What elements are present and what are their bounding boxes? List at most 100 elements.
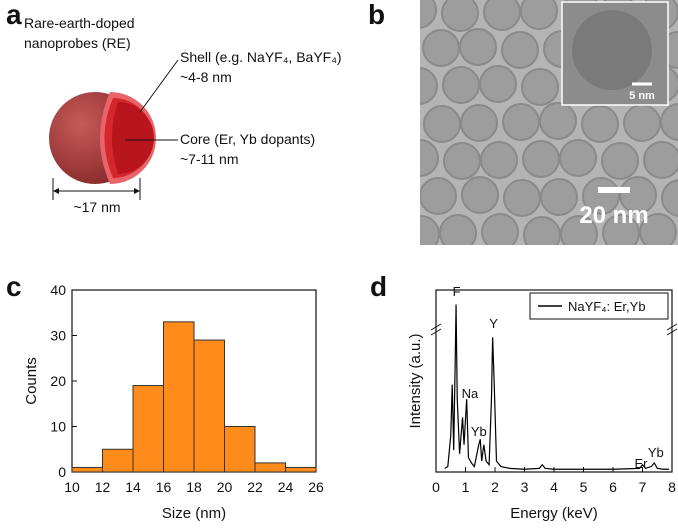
particle [502, 103, 540, 141]
x-axis-label: Energy (keV) [510, 505, 598, 522]
x-tick-label: 1 [462, 479, 470, 495]
particle [623, 104, 661, 142]
particle [581, 105, 619, 143]
y-axis-label: Counts [23, 357, 40, 405]
x-tick-label: 18 [186, 479, 202, 495]
particle [483, 0, 521, 31]
bar [132, 385, 164, 473]
y-axis-label: Intensity (a.u.) [407, 333, 424, 428]
particle [560, 215, 598, 245]
x-axis-label: Size (nm) [162, 505, 226, 522]
x-tick-label: 4 [550, 479, 558, 495]
core-label: Core (Er, Yb dopants) [180, 131, 315, 147]
y-tick-label: 10 [50, 419, 66, 435]
shell-label: Shell (e.g. NaYF₄, BaYF₄) [180, 49, 342, 65]
x-tick-label: 5 [580, 479, 588, 495]
x-tick-label: 26 [308, 479, 324, 495]
x-tick-label: 16 [156, 479, 172, 495]
x-tick-label: 2 [491, 479, 499, 495]
particle [540, 178, 578, 216]
legend-box [529, 292, 669, 320]
particle [442, 66, 480, 104]
scale-label: 20 nm [579, 202, 648, 229]
bar [224, 426, 256, 473]
particle [643, 141, 678, 179]
y-tick-label: 0 [58, 464, 66, 480]
bar [102, 448, 134, 473]
particle [459, 28, 497, 66]
x-tick-label: 8 [668, 479, 676, 495]
particle [420, 0, 437, 29]
peak-label: Er [635, 456, 649, 471]
particle [602, 214, 640, 245]
panel-label: c [6, 271, 22, 302]
core-size: ~7-11 nm [180, 151, 239, 167]
particle [420, 67, 438, 105]
x-tick-label: 14 [125, 479, 141, 495]
particle [439, 214, 477, 245]
bar [163, 321, 195, 473]
x-tick-label: 3 [521, 479, 529, 495]
x-tick-label: 12 [95, 479, 111, 495]
particle [601, 142, 639, 180]
particle [501, 31, 539, 69]
particle [420, 177, 457, 215]
particle [461, 176, 499, 214]
axis-break [430, 323, 678, 336]
particle [479, 65, 517, 103]
nanoprobe-diagram [49, 59, 179, 200]
particle [660, 103, 678, 141]
particle [539, 102, 577, 140]
y-tick-label: 30 [50, 328, 66, 344]
x-tick-label: 22 [247, 479, 263, 495]
x-tick-label: 24 [278, 479, 294, 495]
inset-particle [572, 10, 652, 90]
peak-label: F [453, 284, 461, 299]
particle [661, 179, 678, 217]
diameter-label: ~17 nm [73, 199, 120, 215]
particle [522, 140, 560, 178]
bar [254, 462, 286, 473]
y-tick-label: 20 [50, 373, 66, 389]
particle [523, 216, 561, 245]
y-tick-label: 40 [50, 282, 66, 298]
particle [423, 105, 461, 143]
panel-label: d [370, 271, 387, 302]
particle [420, 215, 440, 245]
diagram-title: Rare-earth-doped [24, 15, 135, 31]
particle [443, 142, 481, 180]
particle [520, 0, 558, 30]
particle [480, 141, 518, 179]
particle [503, 179, 541, 217]
particle [460, 104, 498, 142]
particle [639, 213, 677, 245]
x-tick-label: 7 [639, 479, 647, 495]
panel-label: b [368, 0, 385, 30]
spectrum-line [444, 304, 670, 470]
particle [521, 68, 559, 106]
bar [71, 466, 103, 473]
x-tick-label: 20 [217, 479, 233, 495]
particle [481, 213, 519, 245]
particle [420, 139, 439, 177]
particle [422, 29, 460, 67]
x-tick-label: 6 [609, 479, 617, 495]
x-tick-label: 0 [432, 479, 440, 495]
particle [559, 139, 597, 177]
peak-label: Yb [648, 445, 664, 460]
peak-label: Na [462, 386, 479, 401]
particle [441, 0, 479, 32]
legend-label: NaYF₄: Er,Yb [568, 299, 646, 314]
bar [285, 466, 317, 473]
diagram-title: nanoprobes (RE) [24, 35, 131, 51]
inset-scale-label: 5 nm [629, 90, 655, 102]
bar [193, 339, 225, 473]
particle [619, 176, 657, 214]
x-tick-label: 10 [64, 479, 80, 495]
panel-label: a [6, 0, 22, 30]
shell-size: ~4-8 nm [180, 69, 232, 85]
peak-label: Yb [471, 424, 487, 439]
peak-label: Y [489, 316, 498, 331]
